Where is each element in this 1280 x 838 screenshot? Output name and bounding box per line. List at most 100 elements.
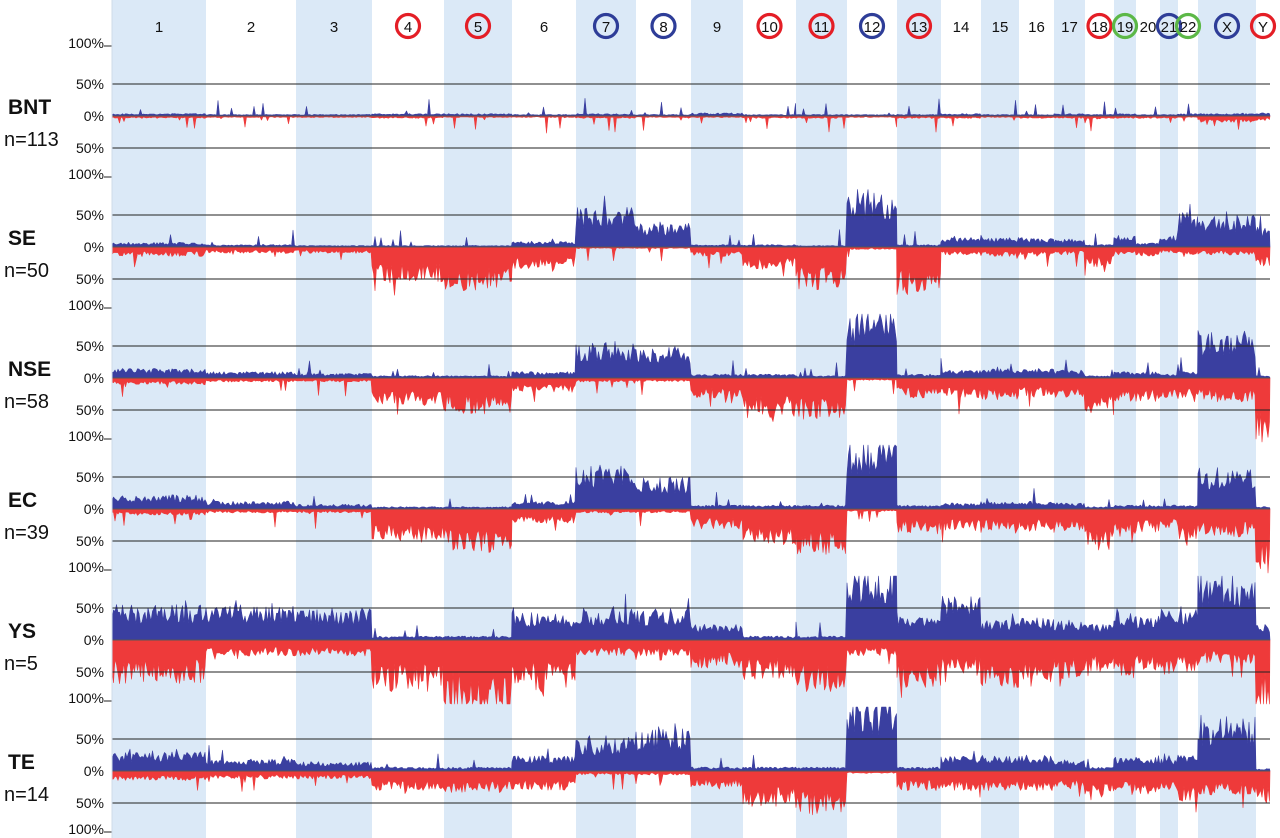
- chromosome-band-7: [576, 0, 636, 838]
- y-tick-label: 50%: [76, 76, 104, 92]
- gain-area-BNT: [111, 98, 1271, 117]
- chromosome-label-Y: Y: [1258, 19, 1268, 36]
- y-tick-label: 50%: [76, 664, 104, 680]
- group-count-SE: n=50: [4, 260, 49, 282]
- loss-profile-YS: [111, 639, 1271, 705]
- gain-profile-TE: [111, 706, 1271, 772]
- gain-profile-YS: [111, 575, 1271, 641]
- reference-lines: [104, 0, 1270, 838]
- y-tick-label: 0%: [84, 239, 104, 255]
- chromosome-circle-12: [858, 12, 886, 40]
- chromosome-circle-10: [756, 12, 783, 40]
- chromosome-circle-11: [808, 12, 835, 40]
- chromosome-band-13: [897, 0, 941, 838]
- chromosome-label-6: 6: [540, 19, 548, 36]
- y-axis-ticks: 100% 50% 0% 50% 100% 50% 0% 50% 100% 50% 0% 50% 100%…: [68, 35, 104, 837]
- chromosome-label-8: 8: [659, 19, 667, 36]
- y-tick-label: 50%: [76, 402, 104, 418]
- chromosome-circle-X: [1213, 12, 1241, 40]
- loss-area-EC: [111, 508, 1271, 574]
- chromosome-label-2: 2: [247, 19, 255, 36]
- chromosome-band-15: [981, 0, 1019, 838]
- gain-area-SE: [111, 189, 1271, 248]
- gain-profile-SE: [111, 189, 1271, 248]
- chromosome-circle-8: [650, 12, 677, 40]
- gain-area-TE: [111, 706, 1271, 772]
- y-tick-label: 50%: [76, 795, 104, 811]
- y-tick-label: 100%: [68, 35, 104, 51]
- gain-area-YS: [111, 575, 1271, 641]
- loss-area-BNT: [111, 115, 1271, 134]
- y-tick-label: 100%: [68, 428, 104, 444]
- chromosome-band-17: [1054, 0, 1085, 838]
- group-labels: BNT n=113 SE n=50 NSE n=58 EC n=39 YS n=5 TE n=14: [4, 96, 59, 806]
- y-tick-label: 0%: [84, 501, 104, 517]
- chromosome-header: 1 2 3 4 5 6 7 8 9 10 11 12 13 14 15 16 17 18 19 20 21 22 X Y: [155, 12, 1277, 40]
- y-tick-label: 50%: [76, 731, 104, 747]
- loss-area-YS: [111, 639, 1271, 705]
- chromosome-circle-13: [905, 12, 933, 40]
- loss-area-NSE: [111, 377, 1271, 443]
- chromosome-label-20: 20: [1140, 19, 1157, 36]
- group-name-TE: TE: [8, 751, 35, 774]
- gain-profile-NSE: [111, 313, 1271, 379]
- chromosome-label-1: 1: [155, 19, 163, 36]
- loss-profile-EC: [111, 508, 1271, 574]
- gain-area-EC: [111, 444, 1271, 510]
- group-name-YS: YS: [8, 620, 36, 643]
- loss-profile-BNT: [111, 115, 1271, 134]
- chromosome-label-17: 17: [1061, 19, 1078, 36]
- chromosome-circle-22: [1174, 12, 1202, 40]
- y-tick-label: 50%: [76, 338, 104, 354]
- chromosome-label-22: 22: [1180, 19, 1197, 36]
- y-tick-label: 0%: [84, 763, 104, 779]
- y-tick-label: 50%: [76, 271, 104, 287]
- y-tick-label: 100%: [68, 297, 104, 313]
- chromosome-circle-21: [1155, 12, 1183, 40]
- y-tick-label: 100%: [68, 690, 104, 706]
- chromosome-label-21: 21: [1161, 19, 1178, 36]
- loss-area-TE: [111, 770, 1271, 816]
- gain-profile-EC: [111, 444, 1271, 510]
- group-count-TE: n=14: [4, 784, 49, 806]
- y-tick-label: 50%: [76, 600, 104, 616]
- chromosome-circle-19: [1111, 12, 1139, 40]
- group-count-EC: n=39: [4, 522, 49, 544]
- loss-profile-NSE: [111, 377, 1271, 443]
- loss-profile-SE: [111, 246, 1271, 296]
- y-tick-label: 50%: [76, 533, 104, 549]
- chromosome-label-14: 14: [953, 19, 970, 36]
- chromosome-label-13: 13: [911, 19, 928, 36]
- chromosome-bands: [112, 0, 1256, 838]
- y-tick-label: 50%: [76, 469, 104, 485]
- chromosome-label-X: X: [1222, 19, 1232, 36]
- group-name-BNT: BNT: [8, 96, 51, 119]
- chromosome-band-19: [1114, 0, 1136, 838]
- chromosome-label-10: 10: [761, 19, 778, 36]
- chromosome-circle-5: [464, 12, 492, 40]
- y-tick-label: 100%: [68, 559, 104, 575]
- chromosome-band-X: [1198, 0, 1256, 838]
- chromosome-label-4: 4: [404, 19, 412, 36]
- chromosome-label-3: 3: [330, 19, 338, 36]
- gain-area-NSE: [111, 313, 1271, 379]
- group-count-NSE: n=58: [4, 391, 49, 413]
- chromosome-label-7: 7: [602, 19, 610, 36]
- y-tick-label: 100%: [68, 821, 104, 837]
- chromosome-label-16: 16: [1028, 19, 1045, 36]
- chromosome-label-18: 18: [1091, 19, 1108, 36]
- gain-profile-BNT: [111, 98, 1271, 117]
- chromosome-circle-Y: [1249, 12, 1277, 40]
- group-count-YS: n=5: [4, 653, 38, 675]
- loss-area-SE: [111, 246, 1271, 296]
- chromosome-band-9: [691, 0, 743, 838]
- chromosome-circle-7: [592, 12, 620, 40]
- group-count-BNT: n=113: [4, 129, 59, 151]
- chromosome-circle-4: [394, 12, 422, 40]
- y-tick-label: 0%: [84, 632, 104, 648]
- y-tick-label: 100%: [68, 166, 104, 182]
- chromosome-band-3: [296, 0, 372, 838]
- y-tick-label: 50%: [76, 140, 104, 156]
- chromosome-label-5: 5: [474, 19, 482, 36]
